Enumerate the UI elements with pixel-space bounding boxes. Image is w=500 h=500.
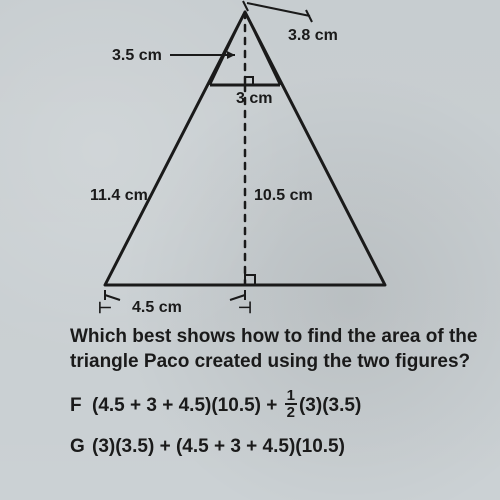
choices: F(4.5 + 3 + 4.5)(10.5) + 12(3)(3.5)G(3)(… bbox=[70, 390, 490, 458]
svg-text:3.5 cm: 3.5 cm bbox=[112, 47, 162, 64]
svg-text:3 cm: 3 cm bbox=[236, 90, 272, 107]
svg-text:⊢: ⊢ bbox=[98, 300, 112, 317]
choice-expression: (4.5 + 3 + 4.5)(10.5) + 12(3)(3.5) bbox=[92, 395, 361, 416]
choice-letter: F bbox=[70, 395, 92, 417]
fraction: 12 bbox=[285, 388, 297, 420]
question-text: Which best shows how to find the area of… bbox=[70, 325, 490, 374]
svg-text:11.4 cm: 11.4 cm bbox=[90, 187, 148, 204]
choice-F: F(4.5 + 3 + 4.5)(10.5) + 12(3)(3.5) bbox=[70, 390, 490, 422]
svg-text:3.8 cm: 3.8 cm bbox=[288, 27, 338, 44]
svg-text:4.5 cm: 4.5 cm bbox=[132, 299, 182, 316]
choice-letter: G bbox=[70, 436, 92, 458]
svg-text:⊣: ⊣ bbox=[238, 300, 252, 317]
geometry-figure: 3.8 cm 3.5 cm 3 cm 11.4 cm 10.5 cm 4.5 cm ⊢ ⊣ bbox=[50, 0, 440, 320]
choice-G: G(3)(3.5) + (4.5 + 3 + 4.5)(10.5) bbox=[70, 436, 490, 458]
figure-svg: 3.8 cm 3.5 cm 3 cm 11.4 cm 10.5 cm 4.5 cm ⊢ ⊣ bbox=[50, 0, 440, 320]
choice-expression: (3)(3.5) + (4.5 + 3 + 4.5)(10.5) bbox=[92, 436, 345, 457]
svg-text:10.5 cm: 10.5 cm bbox=[254, 187, 313, 204]
text-block: Which best shows how to find the area of… bbox=[70, 325, 490, 472]
